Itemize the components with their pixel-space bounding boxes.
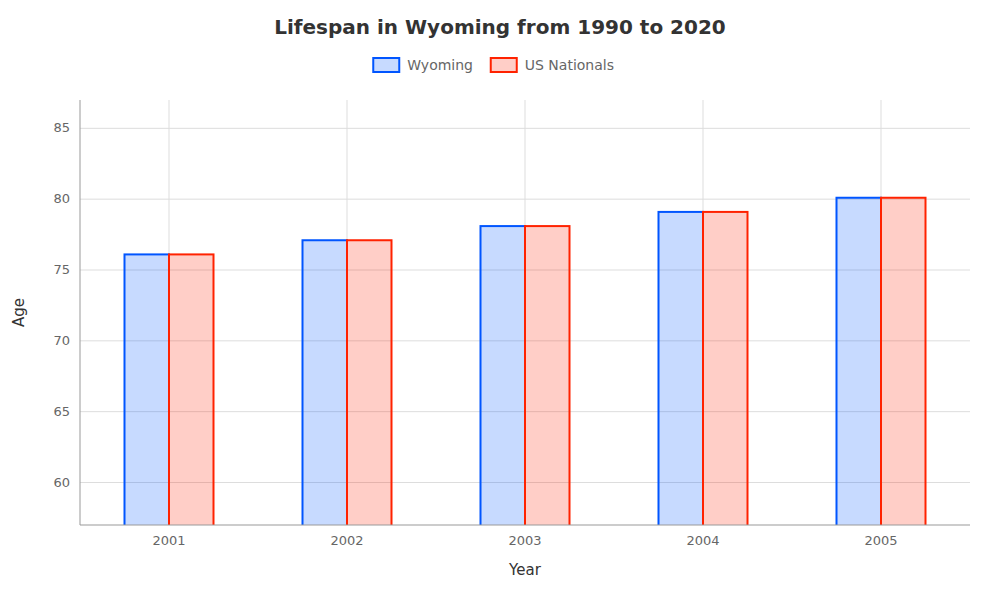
bar — [347, 240, 392, 525]
title: Lifespan in Wyoming from 1990 to 2020 — [274, 15, 726, 39]
x-tick-label: 2002 — [330, 533, 363, 548]
chart: Lifespan in Wyoming from 1990 to 2020 60 6… — [0, 0, 1000, 600]
bar — [525, 226, 570, 525]
legend-swatch — [491, 58, 517, 72]
bar — [837, 198, 882, 525]
y-axis-line — [80, 100, 81, 525]
legend: Wyoming US Nationals — [373, 57, 614, 73]
bar — [881, 198, 926, 525]
x-tick-label: 2004 — [686, 533, 719, 548]
y-tick-label: 80 — [53, 191, 70, 206]
bar — [703, 212, 748, 525]
bar — [303, 240, 348, 525]
bar — [169, 254, 214, 525]
x-tick-label: 2005 — [864, 533, 897, 548]
x-tick-label: 2003 — [508, 533, 541, 548]
y-tick-label: 85 — [53, 120, 70, 135]
y-tick-label: 60 — [53, 475, 70, 490]
bar — [481, 226, 526, 525]
y-axis-label: Age — [10, 298, 28, 327]
x-axis-label: Year — [508, 561, 542, 579]
page: {"chart_data": {"type": "bar", "title": … — [0, 0, 1000, 600]
y-tick-label: 65 — [53, 404, 70, 419]
bars — [125, 198, 926, 525]
y-tick-label: 70 — [53, 333, 70, 348]
legend-swatch — [373, 58, 399, 72]
x-axis-line — [80, 525, 970, 526]
bar — [659, 212, 704, 525]
legend-label: US Nationals — [525, 57, 614, 73]
legend-label: Wyoming — [407, 57, 473, 73]
x-tick-label: 2001 — [152, 533, 185, 548]
y-tick-label: 75 — [53, 262, 70, 277]
bar — [125, 254, 170, 525]
